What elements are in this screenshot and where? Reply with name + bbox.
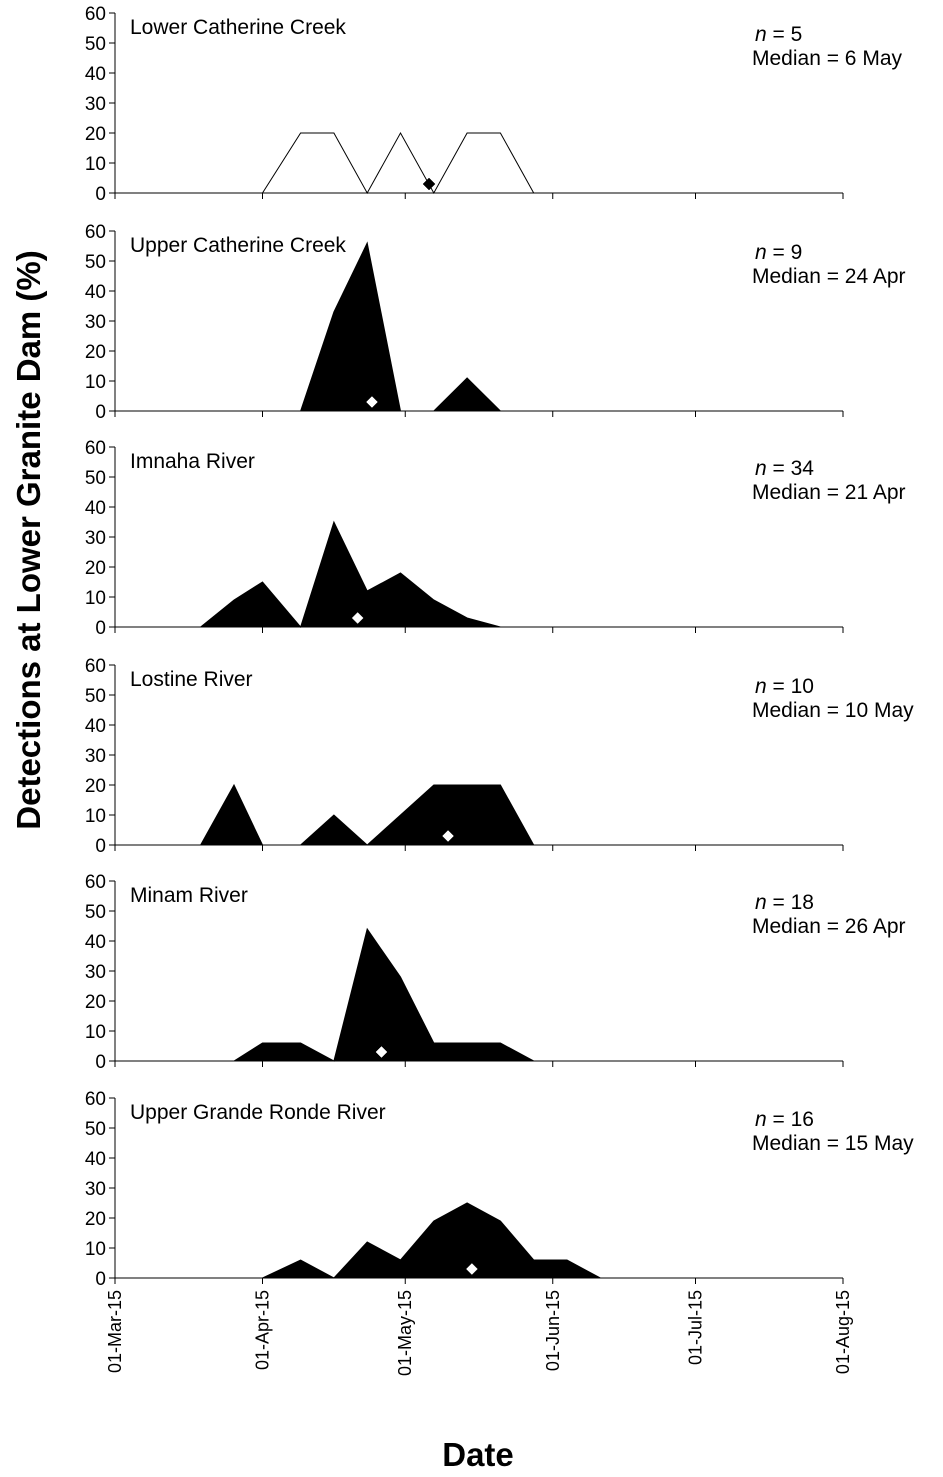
median-label: Median = 24 Apr [752, 265, 906, 288]
y-tick-label: 10 [85, 154, 106, 175]
x-tick-label: 01-Mar-15 [105, 1290, 125, 1373]
detections-area [200, 927, 767, 1062]
detections-area [199, 520, 767, 629]
y-tick-label: 40 [85, 1149, 106, 1170]
y-tick-label: 50 [85, 252, 106, 273]
median-label: Median = 15 May [752, 1132, 914, 1155]
y-tick-label: 10 [85, 372, 106, 393]
panel-title: Imnaha River [130, 450, 255, 473]
median-label: Median = 10 May [752, 699, 914, 722]
y-axis-label: Detections at Lower Granite Dam (%) [10, 250, 47, 829]
y-tick-label: 30 [85, 962, 106, 983]
median-marker [365, 395, 379, 409]
y-tick-label: 30 [85, 1179, 106, 1200]
y-tick-label: 40 [85, 716, 106, 737]
panel-title: Upper Grande Ronde River [130, 1101, 386, 1124]
y-tick-label: 20 [85, 992, 106, 1013]
median-label: Median = 26 Apr [752, 915, 906, 938]
y-tick-label: 10 [85, 1239, 106, 1260]
y-tick-label: 50 [85, 468, 106, 489]
y-tick-label: 60 [85, 1089, 106, 1110]
detections-area [200, 241, 767, 412]
y-tick-label: 30 [85, 746, 106, 767]
y-tick-label: 50 [85, 686, 106, 707]
n-count-label: n = 18 [755, 891, 814, 914]
median-marker [441, 829, 455, 843]
y-tick-label: 50 [85, 34, 106, 55]
y-tick-label: 40 [85, 64, 106, 85]
y-tick-label: 60 [85, 438, 106, 459]
y-tick-label: 50 [85, 1119, 106, 1140]
n-count-label: n = 5 [755, 23, 802, 46]
y-tick-label: 30 [85, 312, 106, 333]
y-tick-label: 20 [85, 342, 106, 363]
y-tick-label: 0 [95, 402, 106, 423]
y-tick-label: 60 [85, 656, 106, 677]
panel-1: 0 10 20 30 40 50 60 Lower Catherine Creek n = 5M… [85, 4, 903, 205]
y-tick-label: 0 [95, 1269, 106, 1290]
n-count-label: n = 10 [755, 675, 814, 698]
y-tick-label: 20 [85, 776, 106, 797]
median-marker [422, 177, 436, 191]
y-tick-label: 20 [85, 124, 106, 145]
y-tick-label: 0 [95, 1052, 106, 1073]
panel-title: Upper Catherine Creek [130, 234, 346, 257]
x-tick-label: 01-Apr-15 [253, 1290, 273, 1370]
y-tick-label: 10 [85, 588, 106, 609]
median-label: Median = 6 May [752, 47, 902, 70]
panel-6: 0 10 20 30 40 50 60 Upper Grande Ronde River n =… [85, 1089, 914, 1290]
x-tick-label: 01-Aug-15 [833, 1290, 853, 1374]
median-label: Median = 21 Apr [752, 481, 906, 504]
x-tick-label: 01-Jun-15 [543, 1290, 563, 1371]
y-tick-label: 60 [85, 872, 106, 893]
detections-area [200, 1202, 767, 1279]
n-count-label: n = 34 [755, 457, 814, 480]
n-count-label: n = 16 [755, 1108, 814, 1131]
detections-area [200, 131, 767, 195]
y-tick-label: 40 [85, 498, 106, 519]
y-tick-label: 20 [85, 1209, 106, 1230]
median-marker [351, 611, 365, 625]
y-tick-label: 10 [85, 1022, 106, 1043]
detections-area [199, 783, 767, 846]
x-tick-label: 01-May-15 [395, 1290, 415, 1376]
y-tick-label: 10 [85, 806, 106, 827]
panel-2: 0 10 20 30 40 50 60 Upper Catherine Creek n = 9M… [85, 222, 906, 423]
x-tick-label: 01-Jul-15 [685, 1290, 705, 1365]
y-tick-label: 60 [85, 4, 106, 25]
y-tick-label: 30 [85, 528, 106, 549]
y-tick-label: 50 [85, 902, 106, 923]
y-tick-label: 0 [95, 184, 106, 205]
y-tick-label: 20 [85, 558, 106, 579]
y-tick-label: 30 [85, 94, 106, 115]
x-axis-label: Date [442, 1436, 514, 1473]
y-tick-label: 40 [85, 282, 106, 303]
median-marker [375, 1045, 388, 1059]
y-tick-label: 40 [85, 932, 106, 953]
y-tick-label: 0 [95, 836, 106, 857]
y-tick-label: 60 [85, 222, 106, 243]
n-count-label: n = 9 [755, 241, 802, 264]
panel-title: Minam River [130, 884, 248, 907]
y-tick-label: 0 [95, 618, 106, 639]
panel-title: Lower Catherine Creek [130, 16, 346, 39]
median-marker [465, 1262, 479, 1276]
panel-title: Lostine River [130, 668, 253, 691]
